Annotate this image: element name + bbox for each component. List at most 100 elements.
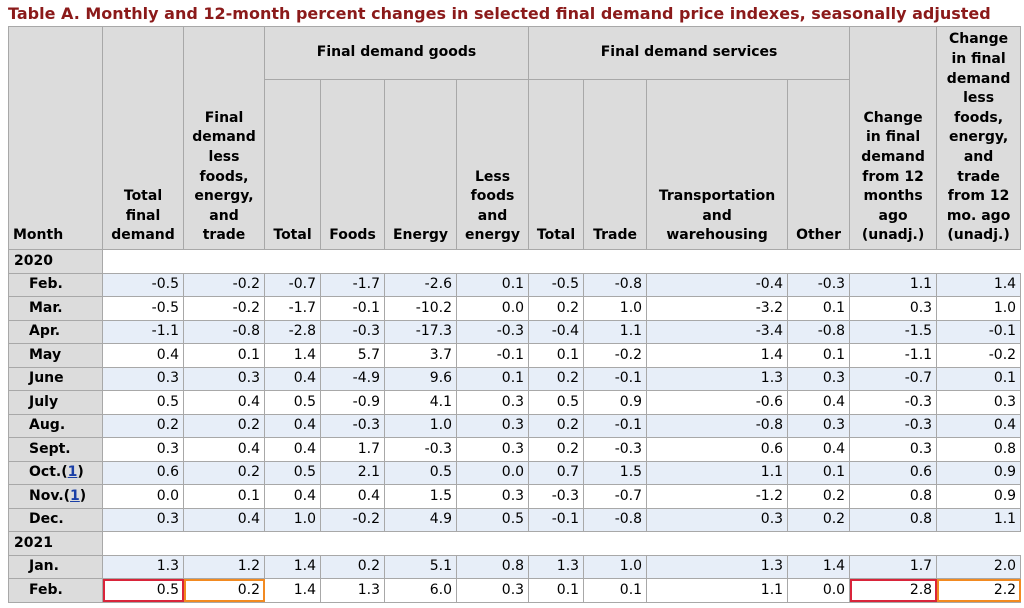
header-month: Month <box>8 26 103 250</box>
footnote-link[interactable]: 1 <box>70 487 80 504</box>
table-row: Mar. -0.5 -0.2 -1.7 -0.1 -10.2 0.0 0.2 1.0 -3.2 0.… <box>8 296 1022 321</box>
value-cell: -0.2 <box>936 343 1022 368</box>
table-row: June 0.3 0.3 0.4 -4.9 9.6 0.1 0.2 -0.1 1.3 0.3 -0.7… <box>8 366 1022 391</box>
value-cell: 0.4 <box>264 437 321 462</box>
month-cell: Dec. <box>8 507 103 532</box>
table-title: Table A. Monthly and 12-month percent ch… <box>8 4 991 23</box>
value-cell: 0.3 <box>849 437 938 462</box>
value-cell: 2.2 <box>936 578 1022 603</box>
value-cell: -0.3 <box>384 437 457 462</box>
value-cell: 0.2 <box>787 484 851 509</box>
value-cell: 0.5 <box>264 460 321 485</box>
value-cell: 0.4 <box>787 390 851 415</box>
value-cell: 0.9 <box>936 460 1022 485</box>
value-cell: 1.7 <box>320 437 385 462</box>
value-cell: -1.2 <box>646 484 789 509</box>
header-goods-foods: Foods <box>320 79 385 250</box>
year-label: 2021 <box>8 531 103 556</box>
value-cell: 0.1 <box>583 578 648 603</box>
value-cell: 0.2 <box>102 413 184 438</box>
value-cell: -0.3 <box>320 413 385 438</box>
value-cell: 0.1 <box>787 460 851 485</box>
header-group-services: Final demand services <box>528 26 851 80</box>
value-cell: 0.0 <box>455 296 530 321</box>
value-cell: 1.1 <box>646 578 789 603</box>
value-cell: 1.1 <box>646 460 789 485</box>
value-cell: -0.3 <box>787 272 851 297</box>
value-cell: 0.2 <box>787 507 851 532</box>
value-cell: -0.9 <box>320 390 385 415</box>
value-cell: 1.4 <box>264 578 321 603</box>
value-cell: -0.3 <box>849 390 938 415</box>
table-row: Nov.(1) 0.0 0.1 0.4 0.4 1.5 0.3 -0.3 -0.7 -1.2 0.2… <box>8 484 1022 509</box>
month-cell: June <box>8 366 103 391</box>
value-cell: 0.1 <box>455 366 530 391</box>
value-cell: 0.1 <box>455 272 530 297</box>
value-cell: 0.5 <box>384 460 457 485</box>
value-cell: -0.4 <box>528 319 585 344</box>
value-cell: 0.6 <box>849 460 938 485</box>
value-cell: 1.4 <box>646 343 789 368</box>
value-cell: -0.5 <box>528 272 585 297</box>
month-cell: Feb. <box>8 578 103 603</box>
value-cell: 0.3 <box>787 413 851 438</box>
value-cell: 1.2 <box>183 554 265 579</box>
month-label: June <box>29 370 64 387</box>
value-cell: -0.3 <box>583 437 648 462</box>
value-cell: -0.3 <box>455 319 530 344</box>
value-cell: 1.3 <box>528 554 585 579</box>
value-cell: 0.8 <box>849 484 938 509</box>
month-cell: Jan. <box>8 554 103 579</box>
value-cell: -0.1 <box>583 413 648 438</box>
year-row-filler <box>102 531 1021 556</box>
value-cell: 0.2 <box>183 578 265 603</box>
value-cell: 0.3 <box>102 366 184 391</box>
month-label: Apr. <box>29 323 61 340</box>
value-cell: 0.1 <box>528 343 585 368</box>
value-cell: 0.5 <box>102 578 184 603</box>
value-cell: 0.6 <box>102 460 184 485</box>
value-cell: 0.2 <box>528 437 585 462</box>
year-row: 2021 <box>8 531 1021 556</box>
value-cell: -10.2 <box>384 296 457 321</box>
footnote-link[interactable]: 1 <box>67 464 78 481</box>
value-cell: 0.6 <box>646 437 789 462</box>
value-cell: 0.2 <box>183 413 265 438</box>
month-label: Nov. <box>29 487 64 504</box>
value-cell: 0.0 <box>455 460 530 485</box>
month-cell: Feb. <box>8 272 103 297</box>
value-cell: 0.7 <box>528 460 585 485</box>
value-cell: -0.2 <box>183 272 265 297</box>
header-goods-total: Total <box>264 79 321 250</box>
value-cell: 0.8 <box>936 437 1022 462</box>
value-cell: -17.3 <box>384 319 457 344</box>
value-cell: -0.1 <box>936 319 1022 344</box>
value-cell: 0.2 <box>528 413 585 438</box>
value-cell: -0.8 <box>646 413 789 438</box>
value-cell: 0.1 <box>528 578 585 603</box>
year-row-filler <box>102 249 1021 274</box>
value-cell: 4.9 <box>384 507 457 532</box>
value-cell: 0.4 <box>183 390 265 415</box>
value-cell: -0.7 <box>849 366 938 391</box>
month-cell: Aug. <box>8 413 103 438</box>
value-cell: 0.3 <box>455 484 530 509</box>
value-cell: 0.0 <box>787 578 851 603</box>
value-cell: 0.3 <box>455 390 530 415</box>
value-cell: 0.0 <box>102 484 184 509</box>
month-label: May <box>29 346 62 363</box>
year-label: 2020 <box>8 249 103 274</box>
value-cell: 1.0 <box>936 296 1022 321</box>
month-cell: Mar. <box>8 296 103 321</box>
value-cell: 0.4 <box>264 413 321 438</box>
value-cell: 0.3 <box>455 578 530 603</box>
value-cell: 1.0 <box>583 296 648 321</box>
table-row: Aug. 0.2 0.2 0.4 -0.3 1.0 0.3 0.2 -0.1 -0.8 0.3 -0.… <box>8 413 1022 438</box>
value-cell: 0.1 <box>936 366 1022 391</box>
value-cell: -0.3 <box>320 319 385 344</box>
value-cell: 2.1 <box>320 460 385 485</box>
header-total-final-demand: Total final demand <box>102 26 184 250</box>
value-cell: 1.0 <box>264 507 321 532</box>
value-cell: 0.3 <box>936 390 1022 415</box>
month-cell: July <box>8 390 103 415</box>
